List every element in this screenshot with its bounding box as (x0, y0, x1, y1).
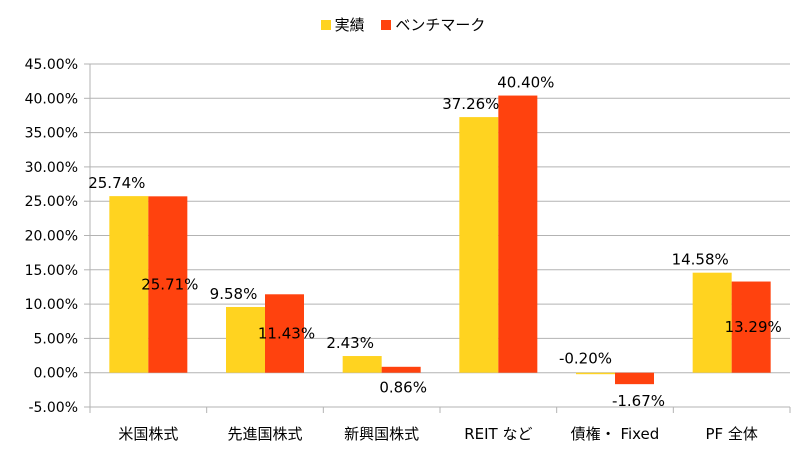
x-tick-label: 債権・ Fixed (571, 425, 660, 443)
x-tick-label: 米国株式 (118, 425, 178, 443)
data-label: 25.74% (88, 174, 145, 192)
legend-label-benchmark: ベンチマーク (395, 16, 486, 34)
bar-benchmark (381, 366, 421, 373)
data-label: 25.71% (141, 276, 198, 294)
y-tick-label: 15.00% (25, 263, 78, 279)
legend-label-actual: 実績 (334, 16, 365, 34)
bar-actual (692, 272, 732, 373)
data-label: 13.29% (725, 318, 782, 336)
bar-actual (342, 356, 382, 373)
y-tick-label: 0.00% (34, 366, 78, 382)
bar-actual (459, 117, 499, 373)
x-tick-label: REIT など (464, 425, 532, 443)
y-tick-label: -5.00% (28, 400, 78, 416)
x-tick-label: PF 全体 (705, 425, 757, 443)
y-tick-label: 25.00% (25, 194, 78, 210)
data-label: 14.58% (672, 251, 729, 269)
y-tick-label: 5.00% (34, 331, 78, 347)
bar-actual (226, 306, 265, 373)
bar-actual (109, 196, 149, 373)
data-label: -0.20% (559, 350, 612, 368)
y-tick-label: 20.00% (25, 229, 78, 245)
data-label: -1.67% (612, 392, 665, 410)
data-label: 9.58% (210, 285, 258, 303)
data-label: 11.43% (258, 324, 315, 342)
y-tick-label: 35.00% (25, 126, 78, 142)
data-label: 0.86% (379, 379, 427, 397)
bar-actual (576, 372, 615, 375)
x-tick-label: 新興国株式 (344, 425, 419, 443)
bar-benchmark (498, 95, 538, 373)
bar-benchmark (265, 294, 304, 373)
legend-item-actual: 実績 (320, 14, 365, 35)
bar-benchmark (148, 196, 188, 373)
chart-legend: 実績 ベンチマーク (0, 14, 806, 35)
data-label: 2.43% (326, 334, 374, 352)
legend-swatch-actual (320, 19, 331, 30)
y-tick-label: 40.00% (25, 91, 78, 107)
x-tick-label: 先進国株式 (227, 425, 302, 443)
bar-benchmark (615, 372, 654, 385)
legend-item-benchmark: ベンチマーク (381, 14, 485, 35)
y-tick-label: 45.00% (25, 57, 78, 73)
data-label: 37.26% (442, 95, 499, 113)
y-tick-label: 10.00% (25, 297, 78, 313)
y-tick-label: 30.00% (25, 160, 78, 176)
legend-swatch-benchmark (381, 19, 392, 30)
data-label: 40.40% (497, 74, 554, 92)
bar-benchmark (731, 281, 771, 373)
